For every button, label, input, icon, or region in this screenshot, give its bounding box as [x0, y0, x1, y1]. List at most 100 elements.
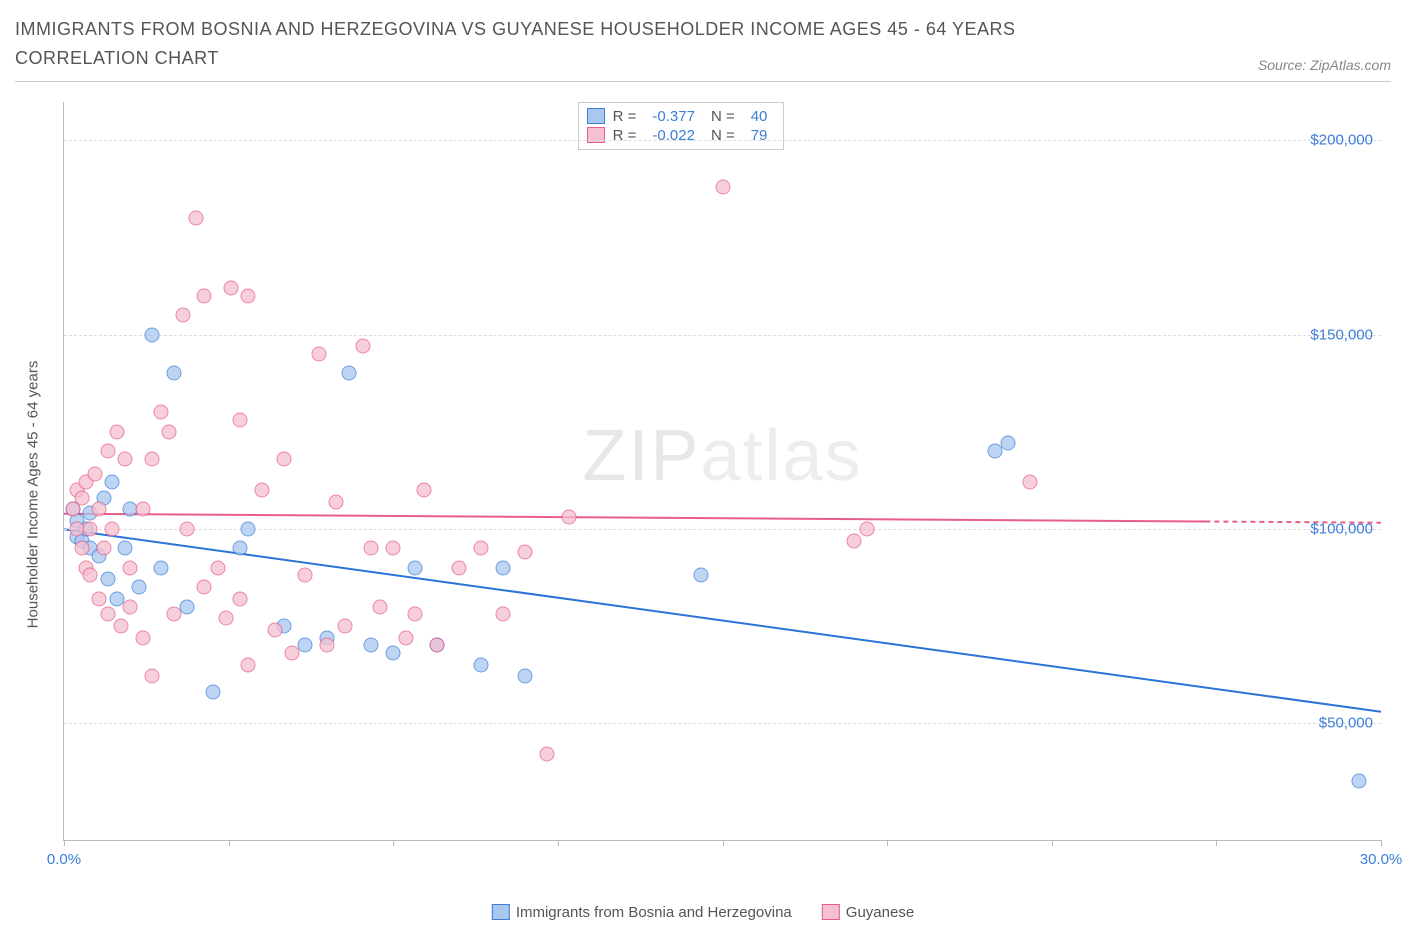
data-point [131, 580, 146, 595]
data-point [83, 568, 98, 583]
legend-label: Immigrants from Bosnia and Herzegovina [516, 904, 792, 921]
data-point [474, 657, 489, 672]
legend-swatch [587, 108, 605, 124]
data-point [241, 657, 256, 672]
data-point [1352, 774, 1367, 789]
data-point [267, 622, 282, 637]
data-point [144, 669, 159, 684]
stats-legend: R = -0.377 N = 40R =-0.022N =79 [578, 102, 785, 150]
data-point [452, 560, 467, 575]
data-point [166, 607, 181, 622]
x-tick-label: 0.0% [47, 851, 81, 868]
stats-row: R =-0.022N =79 [587, 126, 776, 145]
data-point [179, 599, 194, 614]
series-legend: Immigrants from Bosnia and Herzegovina Gu… [492, 904, 914, 921]
data-point [342, 366, 357, 381]
data-point [197, 288, 212, 303]
chart-title: IMMIGRANTS FROM BOSNIA AND HERZEGOVINA V… [15, 15, 1115, 73]
data-point [517, 669, 532, 684]
source-citation: Source: ZipAtlas.com [1258, 57, 1391, 73]
data-point [496, 560, 511, 575]
data-point [136, 502, 151, 517]
data-point [329, 494, 344, 509]
data-point [241, 521, 256, 536]
y-tick-label: $100,000 [1310, 520, 1373, 537]
gridline [64, 529, 1381, 530]
x-tick [723, 840, 724, 846]
gridline [64, 723, 1381, 724]
data-point [87, 467, 102, 482]
data-point [144, 327, 159, 342]
data-point [175, 308, 190, 323]
data-point [276, 451, 291, 466]
data-point [1000, 436, 1015, 451]
data-point [100, 444, 115, 459]
x-tick [1052, 840, 1053, 846]
data-point [153, 560, 168, 575]
data-point [219, 611, 234, 626]
data-point [496, 607, 511, 622]
data-point [285, 646, 300, 661]
data-point [254, 483, 269, 498]
legend-item: Guyanese [822, 904, 914, 921]
data-point [100, 572, 115, 587]
stats-row: R = -0.377 N = 40 [587, 107, 776, 126]
gridline [64, 140, 1381, 141]
data-point [539, 747, 554, 762]
x-tick-label: 30.0% [1360, 851, 1403, 868]
data-point [83, 521, 98, 536]
data-point [715, 180, 730, 195]
data-point [416, 483, 431, 498]
y-tick-label: $50,000 [1319, 715, 1373, 732]
data-point [96, 541, 111, 556]
data-point [100, 607, 115, 622]
data-point [232, 413, 247, 428]
data-point [364, 541, 379, 556]
data-point [114, 618, 129, 633]
trend-lines [64, 102, 1381, 840]
data-point [109, 424, 124, 439]
data-point [860, 521, 875, 536]
x-tick [64, 840, 65, 846]
data-point [210, 560, 225, 575]
y-axis-label: Householder Income Ages 45 - 64 years [25, 361, 42, 629]
x-tick [1381, 840, 1382, 846]
data-point [241, 288, 256, 303]
data-point [206, 684, 221, 699]
legend-label: Guyanese [846, 904, 914, 921]
data-point [118, 541, 133, 556]
data-point [298, 568, 313, 583]
data-point [136, 630, 151, 645]
data-point [320, 638, 335, 653]
data-point [92, 591, 107, 606]
data-point [430, 638, 445, 653]
plot-area: ZIPatlas R = -0.377 N = 40R =-0.022N =79 $5… [63, 102, 1381, 841]
data-point [364, 638, 379, 653]
data-point [179, 521, 194, 536]
data-point [693, 568, 708, 583]
data-point [474, 541, 489, 556]
stat-n-value: 40 [751, 108, 768, 125]
data-point [298, 638, 313, 653]
y-tick-label: $200,000 [1310, 132, 1373, 149]
legend-item: Immigrants from Bosnia and Herzegovina [492, 904, 792, 921]
data-point [408, 607, 423, 622]
data-point [118, 451, 133, 466]
stat-n-label: N = [711, 108, 735, 125]
data-point [847, 533, 862, 548]
x-tick [229, 840, 230, 846]
stat-r-value: -0.377 [652, 108, 695, 125]
data-point [153, 405, 168, 420]
correlation-chart: Householder Income Ages 45 - 64 years ZI… [15, 81, 1391, 891]
legend-swatch [492, 904, 510, 920]
data-point [162, 424, 177, 439]
watermark: ZIPatlas [582, 415, 862, 497]
data-point [408, 560, 423, 575]
data-point [386, 541, 401, 556]
data-point [144, 451, 159, 466]
data-point [74, 490, 89, 505]
stat-r-label: R = [613, 108, 637, 125]
data-point [337, 618, 352, 633]
data-point [188, 211, 203, 226]
y-tick-label: $150,000 [1310, 326, 1373, 343]
